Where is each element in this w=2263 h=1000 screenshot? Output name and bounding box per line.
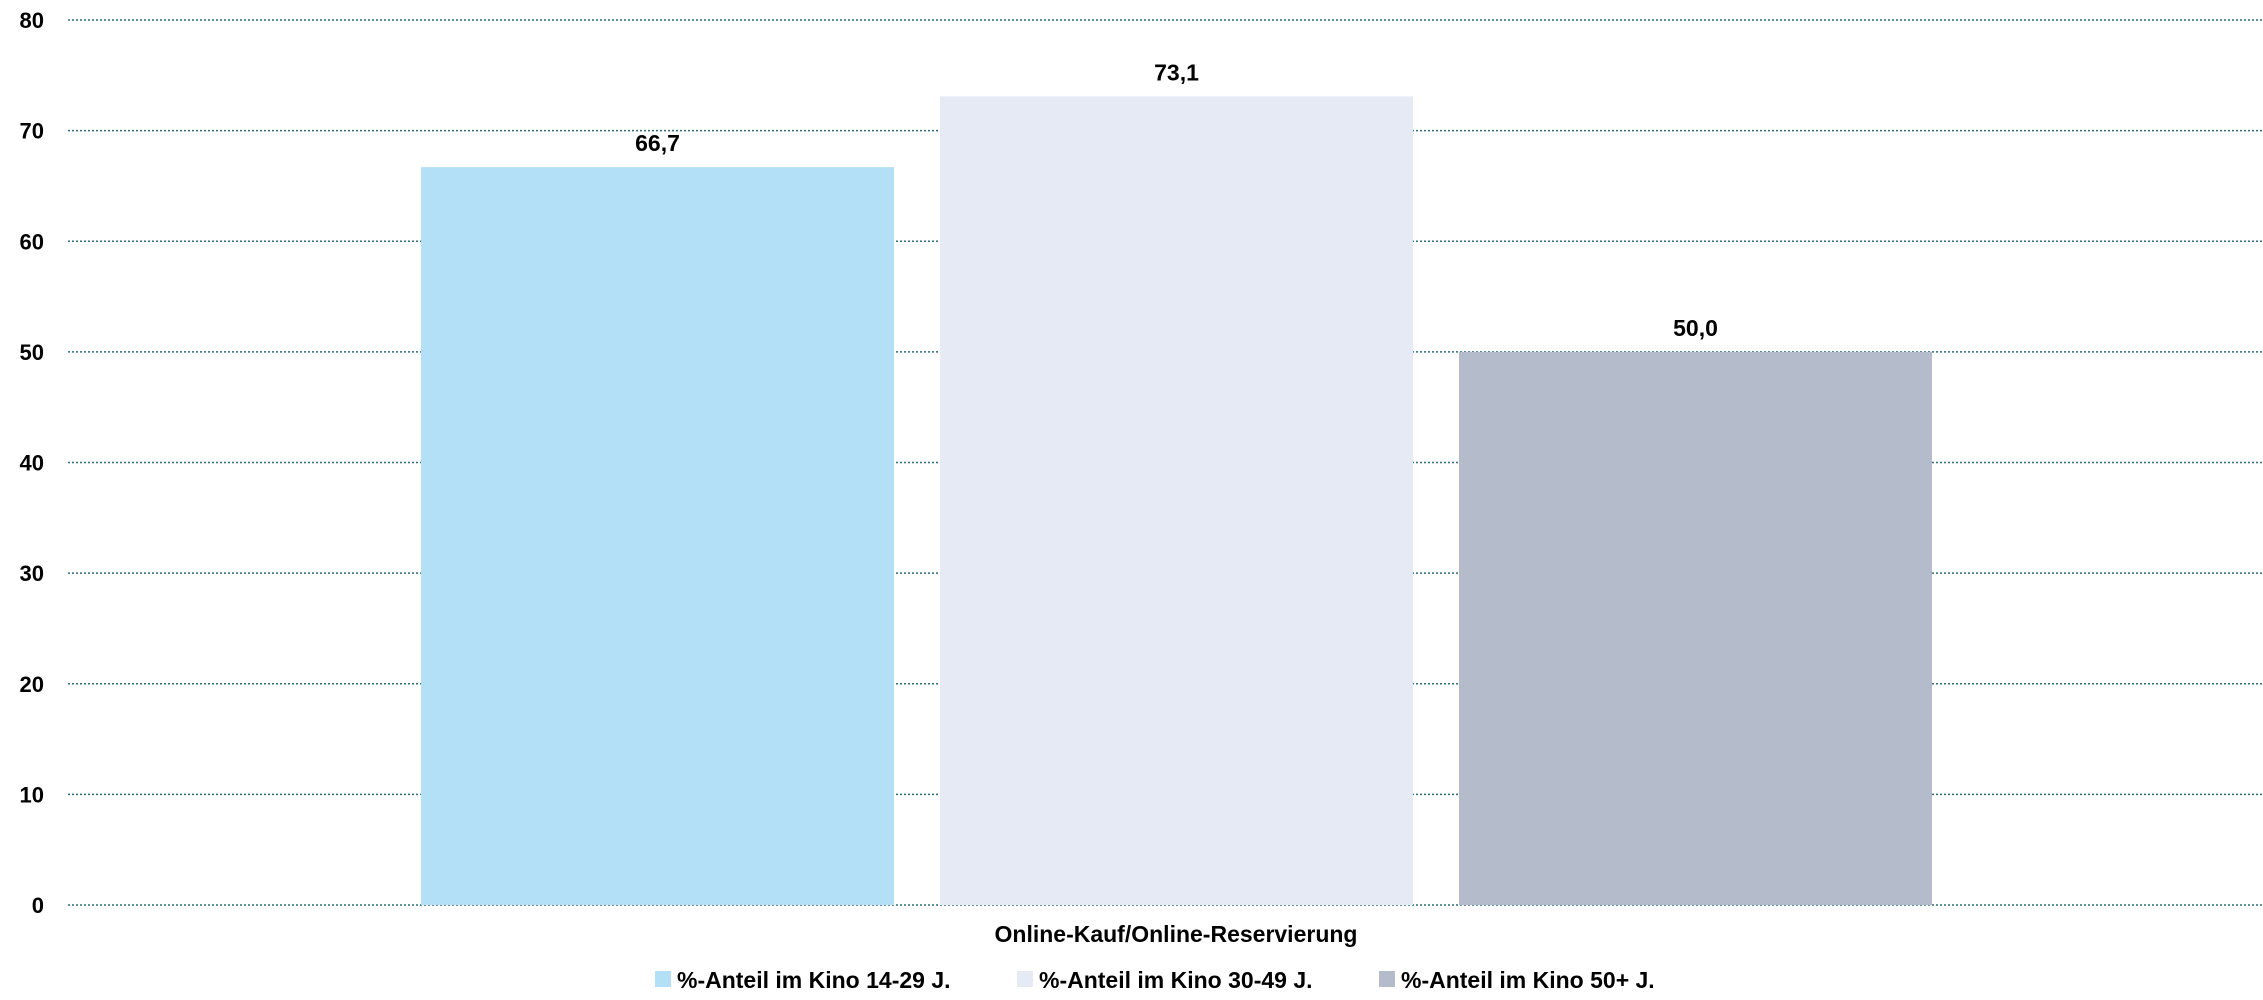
legend-label: %-Anteil im Kino 50+ J. (1401, 967, 1655, 993)
bar (421, 167, 894, 906)
y-tick-label: 40 (20, 451, 44, 476)
bars (421, 96, 1932, 906)
legend-label: %-Anteil im Kino 14-29 J. (677, 967, 951, 993)
y-tick-label: 50 (20, 340, 44, 365)
data-label: 66,7 (635, 130, 680, 156)
y-tick-label: 0 (32, 893, 44, 918)
data-label: 50,0 (1673, 315, 1718, 341)
legend: %-Anteil im Kino 14-29 J. %-Anteil im Kin… (655, 967, 1655, 993)
legend-swatch (1379, 971, 1395, 987)
y-tick-label: 60 (20, 229, 44, 254)
category-label: Online-Kauf/Online-Reservierung (995, 921, 1358, 947)
bar (1459, 351, 1932, 905)
x-axis: Online-Kauf/Online-Reservierung (995, 921, 1358, 947)
legend-swatch (655, 971, 671, 987)
bar (940, 96, 1413, 906)
y-tick-label: 10 (20, 782, 44, 807)
legend-swatch (1017, 971, 1033, 987)
data-label: 73,1 (1154, 59, 1199, 85)
data-labels: 66,7 73,1 50,0 (635, 59, 1718, 341)
y-tick-label: 20 (20, 672, 44, 697)
y-axis: 0 10 20 30 40 50 60 70 80 (20, 8, 44, 918)
y-tick-label: 80 (20, 8, 44, 33)
legend-label: %-Anteil im Kino 30-49 J. (1039, 967, 1313, 993)
y-tick-label: 70 (20, 119, 44, 144)
y-tick-label: 30 (20, 561, 44, 586)
